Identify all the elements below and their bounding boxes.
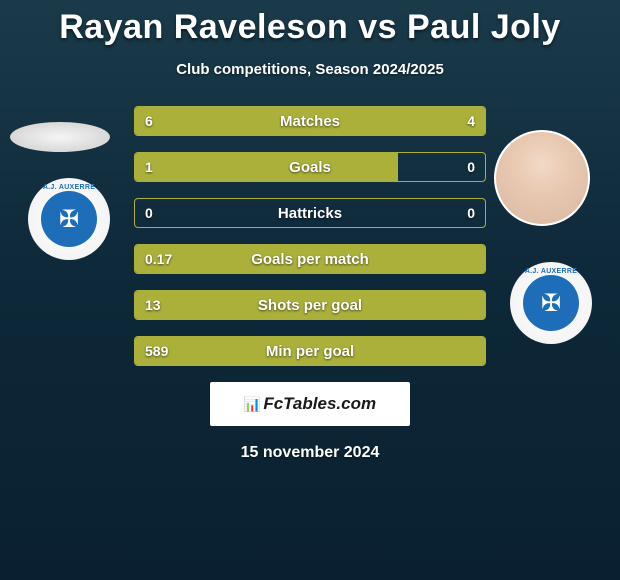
stat-row-spg: 13 Shots per goal [134, 290, 486, 320]
stat-right-value: 4 [467, 113, 475, 129]
chart-icon: 📊 [244, 396, 259, 413]
stat-row-hattricks: 0 Hattricks 0 [134, 198, 486, 228]
badge1-text: A.J. AUXERRE [43, 184, 95, 191]
stat-label: Min per goal [135, 343, 485, 360]
stat-row-mpg: 589 Min per goal [134, 336, 486, 366]
brand-text: FcTables.com [263, 394, 376, 414]
stat-label: Goals per match [135, 251, 485, 268]
subtitle: Club competitions, Season 2024/2025 [0, 61, 620, 78]
stat-label: Matches [135, 113, 485, 130]
player2-avatar [494, 130, 590, 226]
stat-label: Hattricks [135, 205, 485, 222]
page-title: Rayan Raveleson vs Paul Joly [0, 0, 620, 47]
stats-container: 6 Matches 4 1 Goals 0 0 Hattricks 0 0.17… [134, 106, 486, 366]
player2-club-badge: A.J. AUXERRE ✠ [510, 262, 592, 344]
stat-label: Shots per goal [135, 297, 485, 314]
stat-row-goals: 1 Goals 0 [134, 152, 486, 182]
maltese-cross-icon: ✠ [523, 275, 579, 331]
stat-right-value: 0 [467, 205, 475, 221]
stat-row-matches: 6 Matches 4 [134, 106, 486, 136]
badge2-text: A.J. AUXERRE [525, 268, 577, 275]
stat-row-gpm: 0.17 Goals per match [134, 244, 486, 274]
stat-label: Goals [135, 159, 485, 176]
maltese-cross-icon: ✠ [41, 191, 97, 247]
stat-right-value: 0 [467, 159, 475, 175]
player1-club-badge: A.J. AUXERRE ✠ [28, 178, 110, 260]
player1-avatar [10, 122, 110, 152]
brand-box: 📊 FcTables.com [210, 382, 410, 426]
date-line: 15 november 2024 [0, 444, 620, 462]
